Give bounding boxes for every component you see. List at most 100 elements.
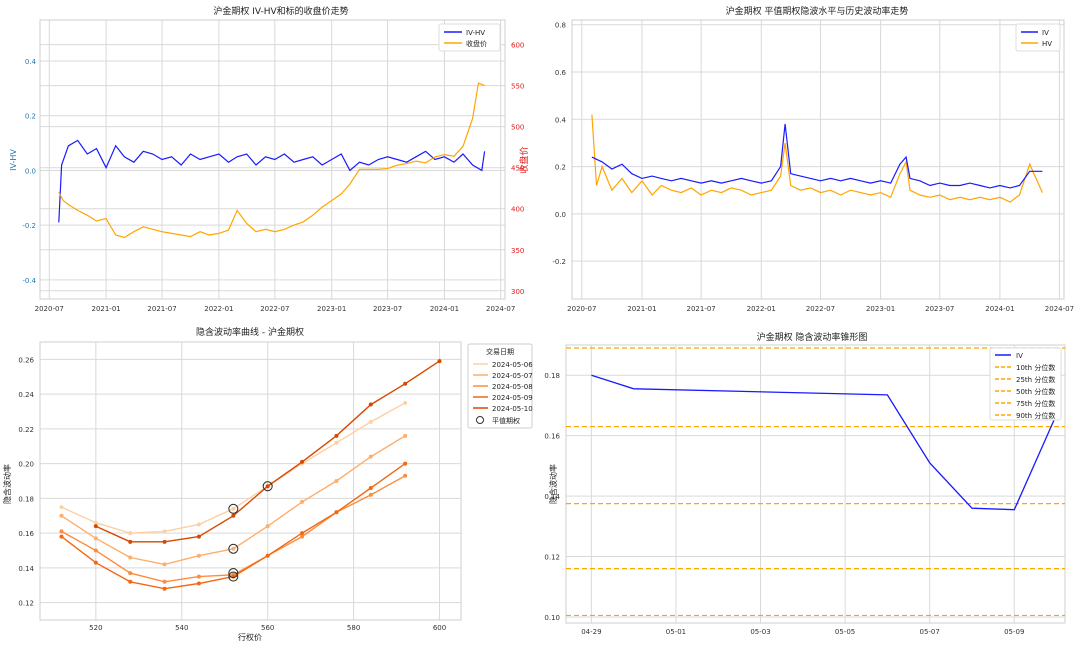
- chart3-point: [128, 539, 133, 544]
- chart4-y-tick-label: 0.10: [544, 614, 560, 622]
- chart3-lines: [59, 359, 442, 591]
- chart3-plot-frame: [39, 341, 462, 621]
- chart2-x-tick-label: 2023-07: [925, 305, 954, 313]
- chart3-y-tick-label: 0.24: [18, 391, 34, 399]
- chart3-point: [334, 440, 339, 445]
- chart3-point: [403, 381, 408, 386]
- chart3-point: [265, 553, 270, 558]
- chart-iv-smile: 隐含波动率曲线 - 沪金期权 520 540 560 580 600 0.120.140…: [2, 326, 533, 642]
- chart1-legend-iv-hv: IV-HV: [466, 29, 485, 37]
- chart1-y2-tick-label: 300: [511, 288, 524, 296]
- chart2-series-iv: [591, 123, 1043, 189]
- chart3-point: [403, 400, 408, 405]
- chart3-title: 隐含波动率曲线 - 沪金期权: [196, 326, 304, 338]
- chart1-plot-frame: [39, 19, 506, 300]
- chart2-lines: [591, 114, 1043, 203]
- chart3-point: [162, 539, 167, 544]
- chart3-y-label: 隐含波动率: [2, 464, 12, 504]
- chart1-y2-ticks: 300 350 400 450 500 550 600: [511, 42, 524, 296]
- chart3-y-tick-label: 0.18: [18, 495, 34, 503]
- chart4-title: 沪金期权 隐含波动率锥形图: [757, 331, 868, 343]
- chart1-title: 沪金期权 IV-HV和标的收盘价走势: [213, 5, 348, 17]
- chart4-legend-p25: 25th 分位数: [1016, 375, 1055, 384]
- chart1-y2-tick-label: 400: [511, 206, 524, 214]
- chart3-point: [196, 522, 201, 527]
- chart4-legend-p75: 75th 分位数: [1016, 399, 1055, 408]
- chart3-x-tick-label: 520: [89, 624, 102, 632]
- chart3-point: [196, 534, 201, 539]
- chart3-y-tick-label: 0.12: [18, 600, 34, 608]
- chart1-y-tick-label: -0.2: [22, 222, 36, 230]
- chart4-legend-p50: 50th 分位数: [1016, 387, 1055, 396]
- chart4-y-tick-label: 0.12: [544, 554, 560, 562]
- chart4-legend: IV 10th 分位数 25th 分位数 50th 分位数 75th 分位数 9…: [989, 347, 1062, 421]
- chart1-series-close: [58, 82, 485, 239]
- chart4-plot-frame: [565, 344, 1066, 624]
- chart4-x-ticks: 04-29 05-01 05-03 05-05 05-07 05-09: [581, 628, 1024, 636]
- chart2-x-tick-label: 2021-07: [687, 305, 716, 313]
- chart4-y-tick-label: 0.16: [544, 433, 560, 441]
- chart3-point: [231, 506, 236, 511]
- chart3-point: [59, 529, 64, 534]
- chart3-point: [403, 473, 408, 478]
- chart3-point: [334, 433, 339, 438]
- chart4-x-tick-label: 05-03: [750, 628, 770, 636]
- chart3-x-tick-label: 560: [261, 624, 274, 632]
- chart2-legend: IV HV: [1015, 23, 1061, 52]
- chart3-point: [162, 579, 167, 584]
- chart2-y-tick-label: -0.2: [552, 258, 566, 266]
- chart3-y-tick-label: 0.16: [18, 530, 34, 538]
- chart3-plot-bg: [40, 342, 461, 620]
- chart3-point: [59, 505, 64, 510]
- chart1-y2-tick-label: 500: [511, 124, 524, 132]
- chart4-y-tick-label: 0.18: [544, 372, 560, 380]
- chart1-y2-tick-label: 600: [511, 42, 524, 50]
- chart2-series-hv: [591, 114, 1043, 203]
- chart2-x-tick-label: 2024-01: [985, 305, 1014, 313]
- chart3-point: [196, 553, 201, 558]
- chart4-legend-box: [989, 347, 1062, 421]
- chart3-point: [59, 513, 64, 518]
- chart3-legend-date-1: 2024-05-06: [492, 361, 533, 369]
- chart3-x-tick-label: 580: [347, 624, 360, 632]
- chart3-x-tick-label: 540: [175, 624, 188, 632]
- chart4-grid: [566, 345, 1065, 623]
- chart3-point: [368, 402, 373, 407]
- chart3-x-ticks: 520 540 560 580 600: [89, 624, 446, 632]
- chart1-y-tick-label: 0.2: [25, 113, 36, 121]
- chart2-x-ticks: 2020-07 2021-01 2021-07 2022-01 2022-07 2023-…: [567, 305, 1074, 313]
- chart3-point: [334, 479, 339, 483]
- chart3-point: [300, 534, 305, 539]
- chart1-y2-label: 收盘价: [518, 146, 530, 173]
- chart1-x-tick-label: 2021-01: [91, 305, 120, 313]
- chart3-atm-marker: [228, 568, 239, 579]
- chart3-point: [231, 513, 236, 518]
- chart2-title: 沪金期权 平值期权隐波水平与历史波动率走势: [726, 5, 909, 17]
- chart3-point: [265, 524, 270, 529]
- chart3-point: [403, 461, 408, 466]
- chart3-legend: 交易日期 2024-05-06 2024-05-07 2024-05-08 20…: [467, 343, 533, 429]
- chart4-y-ticks: 0.10 0.12 0.14 0.16 0.18: [544, 372, 560, 622]
- chart3-legend-atm: 平值期权: [492, 416, 520, 425]
- chart1-x-tick-label: 2023-01: [317, 305, 346, 313]
- chart3-point: [59, 534, 64, 539]
- chart3-legend-date-3: 2024-05-08: [492, 383, 533, 391]
- chart1-x-tick-label: 2022-01: [204, 305, 233, 313]
- chart1-y2-tick-label: 350: [511, 247, 524, 255]
- chart1-y-tick-label: 0.4: [25, 58, 37, 66]
- chart3-point: [437, 359, 442, 364]
- chart3-point: [93, 548, 98, 553]
- chart3-point: [368, 485, 373, 490]
- chart2-y-tick-label: 0.4: [555, 116, 567, 124]
- chart3-y-tick-label: 0.26: [18, 356, 34, 364]
- chart2-y-tick-label: 0.8: [555, 22, 566, 30]
- chart1-y-tick-label: -0.4: [22, 277, 36, 285]
- chart3-point: [162, 586, 167, 591]
- chart1-series-iv-hv: [58, 139, 486, 223]
- chart4-x-tick-label: 04-29: [581, 628, 601, 636]
- chart3-y-ticks: 0.12 0.14 0.16 0.18 0.20 0.22 0.24 0.26: [18, 356, 34, 607]
- chart1-grid: [40, 20, 505, 299]
- chart1-y2-tick-label: 550: [511, 83, 524, 91]
- chart3-y-tick-label: 0.14: [18, 565, 34, 573]
